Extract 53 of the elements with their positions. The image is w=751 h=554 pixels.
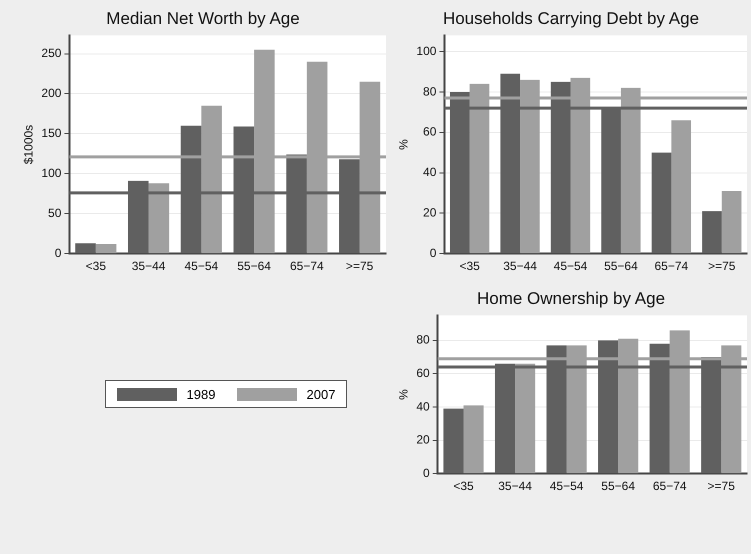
y-axis-title: $1000s <box>22 124 36 164</box>
legend-label: 1989 <box>186 386 216 402</box>
y-tick-label: 200 <box>41 86 62 100</box>
x-tick-label: 65−74 <box>654 259 689 274</box>
x-tick-label: <35 <box>453 479 474 494</box>
x-tick-label: 45−54 <box>550 479 584 494</box>
x-tick-label: >=75 <box>708 479 736 494</box>
chart-title: Median Net Worth by Age <box>106 8 300 28</box>
x-tick-label: >=75 <box>346 259 374 274</box>
bar <box>722 190 742 254</box>
bar <box>148 183 170 254</box>
x-tick-label: 55−64 <box>604 259 638 274</box>
bar <box>443 408 464 474</box>
y-tick-label: 80 <box>423 84 437 98</box>
y-tick-label: 0 <box>54 246 62 260</box>
y-axis-title: % <box>396 138 411 150</box>
x-tick-label: 55−64 <box>601 479 636 494</box>
x-tick-label: >=75 <box>708 259 736 274</box>
x-tick-label: <35 <box>86 259 106 274</box>
legend-label: 2007 <box>306 386 336 402</box>
bar <box>515 364 536 474</box>
bar <box>671 120 692 254</box>
y-tick-label: 40 <box>423 165 437 180</box>
bar <box>75 243 96 254</box>
bar <box>652 152 672 254</box>
bar <box>464 405 484 474</box>
y-tick-label: 20 <box>416 432 430 447</box>
x-tick-label: 65−74 <box>290 259 324 274</box>
y-tick-label: 50 <box>48 206 62 220</box>
y-tick-label: 20 <box>423 206 437 220</box>
y-tick-label: 150 <box>41 126 62 140</box>
bar <box>96 244 116 254</box>
bar <box>702 211 722 254</box>
x-tick-label: 55−64 <box>237 259 272 274</box>
y-tick-label: 0 <box>423 466 430 480</box>
x-tick-label: 65−74 <box>652 479 687 494</box>
x-tick-label: 45−54 <box>184 259 219 274</box>
y-tick-label: 60 <box>423 124 437 139</box>
chart-title: Home Ownership by Age <box>476 288 666 308</box>
x-tick-label: 35−44 <box>498 479 532 494</box>
y-tick-label: 250 <box>41 46 62 60</box>
y-tick-label: 100 <box>416 44 437 58</box>
y-axis-title: % <box>396 388 411 400</box>
y-tick-label: 60 <box>416 366 430 380</box>
x-tick-label: 35−44 <box>132 259 166 274</box>
chart-title: Households Carrying Debt by Age <box>442 8 700 28</box>
x-tick-label: 35−44 <box>503 259 538 274</box>
y-tick-label: 100 <box>41 166 62 180</box>
y-tick-label: 80 <box>416 332 430 347</box>
x-tick-label: 45−54 <box>554 259 588 274</box>
y-tick-label: 40 <box>416 399 430 414</box>
x-tick-label: <35 <box>459 259 480 274</box>
y-tick-label: 0 <box>430 246 437 260</box>
